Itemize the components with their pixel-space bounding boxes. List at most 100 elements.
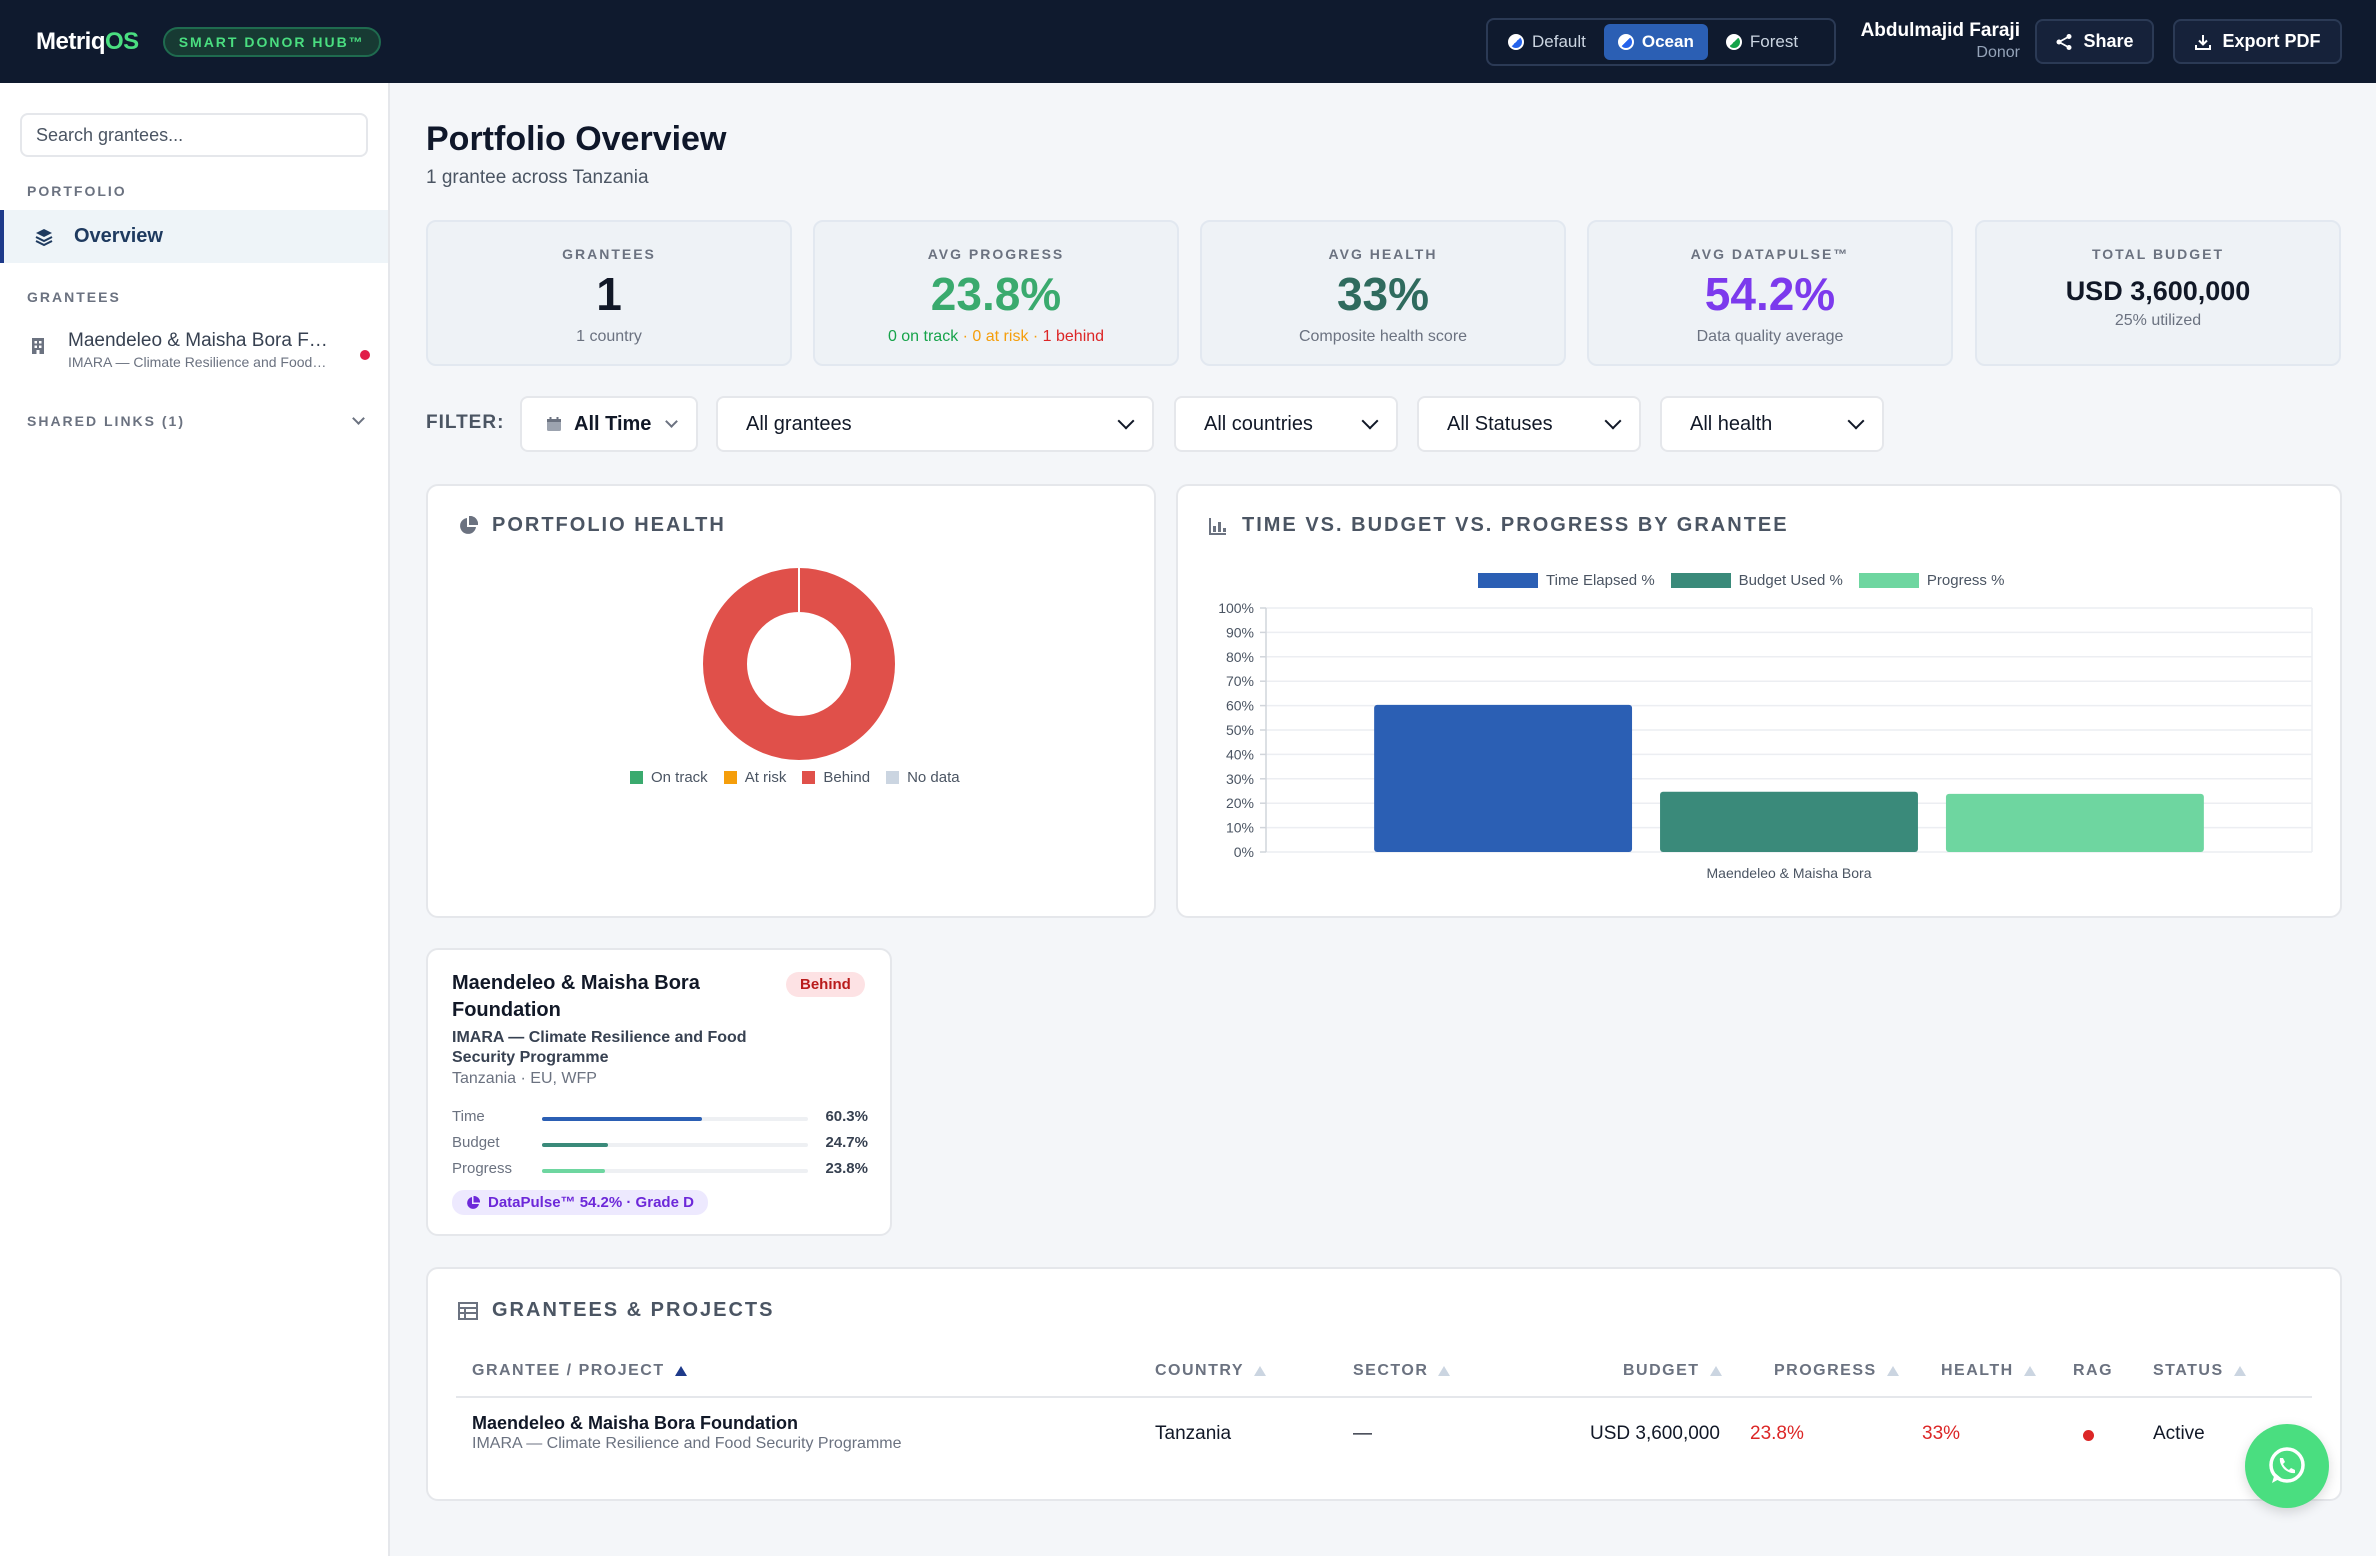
th-budget[interactable]: BUDGET <box>1623 1362 1722 1380</box>
theme-forest-button[interactable]: Forest <box>1712 24 1812 60</box>
row-grantee: Maendeleo & Maisha Bora Foundation <box>472 1413 799 1433</box>
donut-slice-behind[interactable] <box>703 568 895 760</box>
y-tick-label: 80% <box>1226 649 1254 665</box>
row-progress: 23.8% <box>1750 1423 1804 1444</box>
pie-chart-icon <box>460 515 478 534</box>
statuses-filter[interactable]: All Statuses <box>1417 396 1641 452</box>
legend-at-risk[interactable]: At risk <box>723 769 786 786</box>
y-tick-label: 10% <box>1226 820 1254 836</box>
table-icon <box>458 1301 478 1320</box>
shared-links-toggle[interactable]: SHARED LINKS (1) <box>27 411 365 429</box>
metric-budget: Budget 24.7% <box>452 1134 868 1151</box>
table-divider <box>456 1396 2312 1398</box>
sidebar: PORTFOLIO Overview GRANTEES Maendeleo & … <box>0 83 390 1556</box>
theme-ocean-button[interactable]: Ocean <box>1603 24 1708 60</box>
user-info[interactable]: Abdulmajid Faraji Donor <box>1850 20 2020 62</box>
palette-icon <box>1617 34 1634 50</box>
calendar-icon <box>547 417 561 431</box>
y-tick-label: 0% <box>1234 844 1254 860</box>
sort-icon <box>1254 1366 1267 1376</box>
time-budget-progress-card: TIME VS. BUDGET VS. PROGRESS BY GRANTEE … <box>1176 484 2342 918</box>
export-pdf-button[interactable]: Export PDF <box>2173 19 2342 64</box>
sort-icon <box>2023 1366 2036 1376</box>
palette-icon <box>1508 34 1524 50</box>
th-grantee-project[interactable]: GRANTEE / PROJECT <box>472 1362 687 1380</box>
grantees-heading: GRANTEES <box>27 289 121 305</box>
grantee-card-location: Tanzania · EU, WFP <box>452 1070 597 1087</box>
row-health: 33% <box>1922 1423 1961 1444</box>
chevron-down-icon <box>352 411 365 425</box>
grantee-card-name: Maendeleo & Maisha Bora Foundation <box>452 972 700 1021</box>
status-dot <box>360 350 370 360</box>
grantee-card-programme: IMARA — Climate Resilience and Food Secu… <box>452 1029 747 1066</box>
progress-breakdown: 0 on track · 0 at risk · 1 behind <box>887 328 1105 345</box>
share-icon <box>2056 33 2072 50</box>
th-sector[interactable]: SECTOR <box>1353 1362 1451 1380</box>
x-tick-label: Maendeleo & Maisha Bora <box>1707 865 1872 881</box>
bar-time-elapsed[interactable] <box>1374 704 1633 852</box>
y-tick-label: 30% <box>1226 771 1254 787</box>
portfolio-heading: PORTFOLIO <box>27 183 127 199</box>
grantee-card[interactable]: Maendeleo & Maisha Bora Foundation Behin… <box>426 948 892 1236</box>
row-status: Active <box>2153 1423 2205 1444</box>
top-bar: MetriqOS SMART DONOR HUB™ Default Ocean … <box>0 0 2376 83</box>
theme-default-button[interactable]: Default <box>1494 24 1600 60</box>
kpi-grantees: GRANTEES 1 1 country <box>426 220 792 366</box>
sidebar-item-overview[interactable]: Overview <box>0 210 388 263</box>
health-filter[interactable]: All health <box>1660 396 1884 452</box>
metric-progress: Progress 23.8% <box>452 1160 868 1177</box>
legend-budget-used[interactable]: Budget Used % <box>1670 572 1843 589</box>
legend-on-track[interactable]: On track <box>630 769 708 786</box>
y-tick-label: 90% <box>1226 624 1254 640</box>
legend-behind[interactable]: Behind <box>802 769 870 786</box>
page-title: Portfolio Overview <box>426 120 727 158</box>
kpi-total-budget: TOTAL BUDGET USD 3,600,000 25% utilized <box>1975 220 2341 366</box>
status-badge: Behind <box>786 972 865 997</box>
time-filter[interactable]: All Time <box>520 396 698 452</box>
legend-progress[interactable]: Progress % <box>1858 572 2004 589</box>
download-icon <box>2195 34 2212 50</box>
health-legend: On track At risk Behind No data <box>630 769 960 786</box>
sidebar-grantee-programme: IMARA — Climate Resilience and Food Secu… <box>68 354 330 370</box>
rag-dot <box>2083 1430 2094 1441</box>
countries-filter[interactable]: All countries <box>1174 396 1398 452</box>
portfolio-health-card: PORTFOLIO HEALTH On track At risk Behind… <box>426 484 1156 918</box>
building-icon <box>32 338 44 354</box>
theme-switcher: Default Ocean Forest <box>1486 18 1836 66</box>
bar-legend: Time Elapsed % Budget Used % Progress % <box>1478 572 2004 589</box>
row-sector: — <box>1353 1423 1372 1444</box>
logo[interactable]: MetriqOS <box>36 27 139 55</box>
sidebar-item-grantee[interactable]: Maendeleo & Maisha Bora Foundation IMARA… <box>30 330 370 370</box>
th-country[interactable]: COUNTRY <box>1155 1362 1267 1380</box>
grantees-filter[interactable]: All grantees <box>716 396 1154 452</box>
y-tick-label: 100% <box>1218 600 1254 616</box>
sort-icon <box>1709 1366 1722 1376</box>
share-button[interactable]: Share <box>2035 19 2154 64</box>
page-subtitle: 1 grantee across Tanzania <box>426 167 649 188</box>
sort-icon <box>2233 1366 2246 1376</box>
th-progress[interactable]: PROGRESS <box>1774 1362 1899 1380</box>
th-status[interactable]: STATUS <box>2153 1362 2246 1380</box>
th-rag: RAG <box>2073 1362 2114 1379</box>
kpi-avg-datapulse: AVG DATAPULSE™ 54.2% Data quality averag… <box>1587 220 1953 366</box>
legend-no-data[interactable]: No data <box>886 769 960 786</box>
legend-time-elapsed[interactable]: Time Elapsed % <box>1478 572 1655 589</box>
sort-icon <box>1438 1366 1451 1376</box>
chevron-down-icon <box>1847 412 1865 430</box>
sidebar-grantee-name: Maendeleo & Maisha Bora Foundation <box>68 330 330 351</box>
y-tick-label: 40% <box>1226 746 1254 762</box>
whatsapp-chat-button[interactable] <box>2245 1424 2329 1508</box>
hub-badge: SMART DONOR HUB™ <box>162 26 381 57</box>
bar-progress[interactable] <box>1945 793 2204 852</box>
metric-time: Time 60.3% <box>452 1108 868 1125</box>
filter-label: FILTER: <box>426 412 505 433</box>
search-input[interactable] <box>20 113 368 157</box>
th-health[interactable]: HEALTH <box>1941 1362 2036 1380</box>
sort-asc-icon <box>674 1366 687 1376</box>
bar-budget-used[interactable] <box>1660 791 1918 852</box>
y-tick-label: 70% <box>1226 673 1254 689</box>
bar-chart-icon <box>1209 517 1226 535</box>
datapulse-badge: DataPulse™ 54.2% · Grade D <box>452 1190 708 1215</box>
kpi-avg-health: AVG HEALTH 33% Composite health score <box>1200 220 1566 366</box>
chevron-down-icon <box>665 414 678 428</box>
